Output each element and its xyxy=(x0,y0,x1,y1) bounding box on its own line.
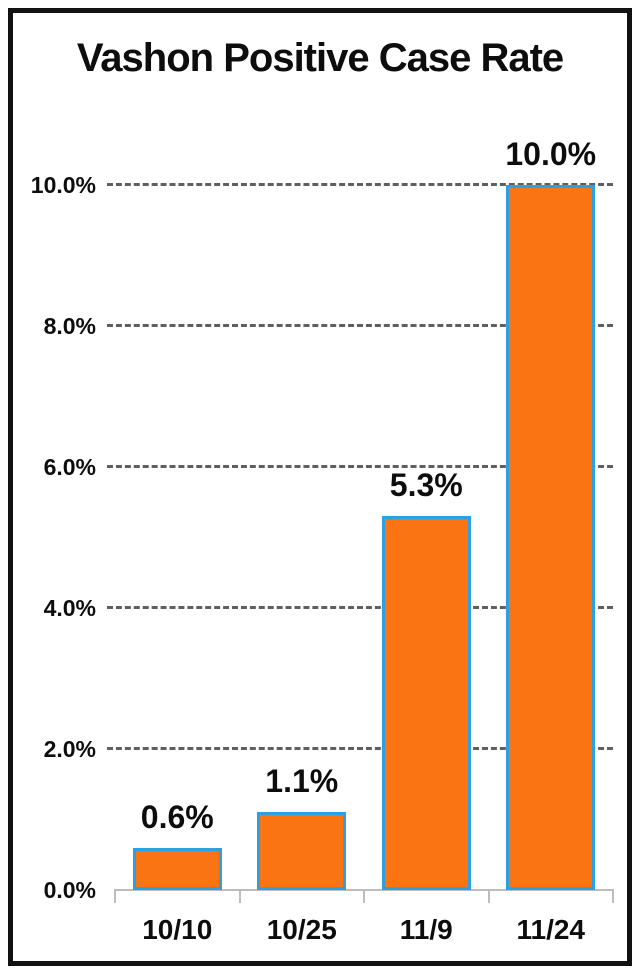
chart-title: Vashon Positive Case Rate xyxy=(76,36,564,80)
y-tick-label: 10.0% xyxy=(30,172,96,198)
value-label-10/10: 0.6% xyxy=(140,798,214,835)
y-tick-label: 8.0% xyxy=(43,313,96,339)
gridline-4.0% xyxy=(107,606,613,609)
bar-11/9 xyxy=(381,516,471,890)
y-tick-label: 0.0% xyxy=(43,877,96,903)
x-axis-tick xyxy=(238,890,241,903)
y-tick-label: 4.0% xyxy=(43,595,96,621)
gridline-6.0% xyxy=(107,465,613,468)
gridline-8.0% xyxy=(107,324,613,327)
bar-10/25 xyxy=(257,812,347,890)
gridline-10.0% xyxy=(107,183,613,186)
y-tick-label: 2.0% xyxy=(43,736,96,762)
value-label-11/9: 5.3% xyxy=(389,467,463,504)
x-tick-label-11/24: 11/24 xyxy=(516,914,586,945)
x-tick-label-11/9: 11/9 xyxy=(399,914,453,945)
x-tick-label-10/10: 10/10 xyxy=(142,914,213,945)
x-axis-tick xyxy=(612,890,614,903)
value-label-10/25: 1.1% xyxy=(265,763,339,800)
gridline-2.0% xyxy=(107,747,613,750)
x-axis-tick xyxy=(487,890,490,903)
y-tick-label: 6.0% xyxy=(43,454,96,480)
x-axis-tick xyxy=(114,890,116,903)
bar-11/24 xyxy=(506,185,596,890)
x-axis-tick xyxy=(363,890,365,903)
x-tick-label-10/25: 10/25 xyxy=(266,914,337,945)
bar-10/10 xyxy=(132,847,222,890)
value-label-11/24: 10.0% xyxy=(505,136,597,172)
